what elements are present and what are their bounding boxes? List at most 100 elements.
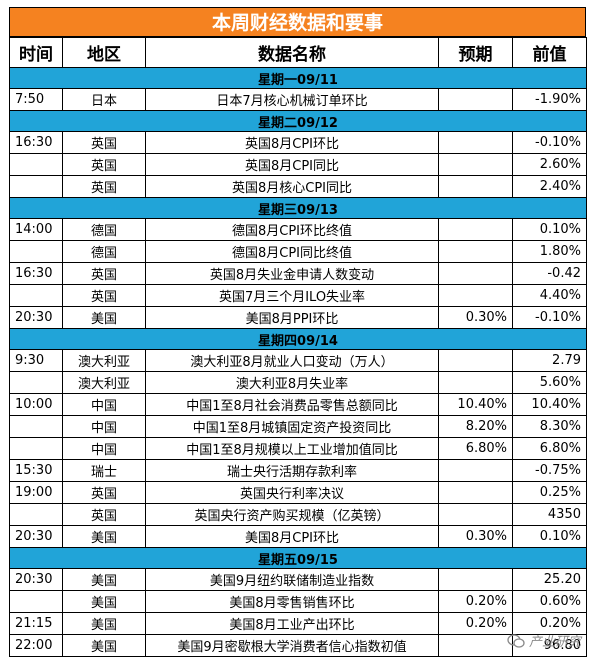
cell-time [9,503,63,526]
cell-region: 美国 [62,568,146,591]
cell-time: 7:50 [9,88,63,111]
cell-name: 英国8月CPI同比 [145,153,439,176]
cell-region: 英国 [62,481,146,504]
table-row: 英国 英国8月核心CPI同比 2.40% [9,175,587,198]
cell-region: 德国 [62,218,146,241]
cell-region: 英国 [62,175,146,198]
cell-region: 英国 [62,131,146,154]
cell-forecast [438,218,513,241]
cell-forecast: 0.30% [438,525,513,548]
table-row: 英国 英国7月三个月ILO失业率 4.40% [9,284,587,307]
cell-forecast [438,240,513,263]
cell-name: 英国7月三个月ILO失业率 [145,284,439,307]
day-header-row: 星期五09/15 [9,547,587,569]
day-header-row: 星期四09/14 [9,328,587,350]
header-row: 时间 地区 数据名称 预期 前值 [9,37,587,68]
cell-name: 澳大利亚8月失业率 [145,371,439,394]
cell-name: 瑞士央行活期存款利率 [145,459,439,482]
cell-previous: 2.79 [512,349,587,372]
table-row: 美国 美国8月零售销售环比 0.20% 0.60% [9,590,587,613]
table-row: 中国 中国1至8月城镇固定资产投资同比 8.20% 8.30% [9,415,587,438]
cell-forecast [438,371,513,394]
cell-forecast [438,262,513,285]
cell-forecast [438,481,513,504]
cell-name: 德国8月CPI环比终值 [145,218,439,241]
cell-forecast: 0.20% [438,590,513,613]
cell-time [9,371,63,394]
cell-time: 21:15 [9,612,63,635]
cell-previous: -0.10% [512,306,587,329]
cell-time: 20:30 [9,306,63,329]
cell-name: 英国央行利率决议 [145,481,439,504]
cell-previous: 6.80% [512,437,587,460]
cell-name: 美国9月密歇根大学消费者信心指数初值 [145,634,439,657]
cell-time: 15:30 [9,459,63,482]
cell-name: 英国8月失业金申请人数变动 [145,262,439,285]
table-row: 英国 英国央行资产购买规模（亿英镑） 4350 [9,503,587,526]
cell-previous: 0.10% [512,525,587,548]
cell-time [9,175,63,198]
cell-forecast: 8.20% [438,415,513,438]
cell-time [9,240,63,263]
cell-time: 19:00 [9,481,63,504]
cell-name: 美国8月PPI环比 [145,306,439,329]
cell-previous: -0.42 [512,262,587,285]
cell-region: 英国 [62,153,146,176]
col-header-region: 地区 [62,37,146,68]
cell-forecast [438,503,513,526]
cell-previous: 8.30% [512,415,587,438]
table-row: 14:00 德国 德国8月CPI环比终值 0.10% [9,218,587,241]
wechat-icon [507,633,525,648]
cell-previous: 25.20 [512,568,587,591]
table-row: 9:30 澳大利亚 澳大利亚8月就业人口变动（万人） 2.79 [9,349,587,372]
cell-region: 瑞士 [62,459,146,482]
cell-time [9,284,63,307]
cell-previous: 4.40% [512,284,587,307]
table-row: 19:00 英国 英国央行利率决议 0.25% [9,481,587,504]
cell-time: 14:00 [9,218,63,241]
table-row: 中国 中国1至8月规模以上工业增加值同比 6.80% 6.80% [9,437,587,460]
day-header: 星期五09/15 [9,547,587,569]
cell-previous: -1.90% [512,88,587,111]
cell-region: 美国 [62,306,146,329]
cell-region: 美国 [62,525,146,548]
cell-name: 美国8月CPI环比 [145,525,439,548]
table-row: 16:30 英国 英国8月失业金申请人数变动 -0.42 [9,262,587,285]
cell-forecast [438,284,513,307]
cell-name: 澳大利亚8月就业人口变动（万人） [145,349,439,372]
cell-forecast: 0.30% [438,306,513,329]
page-title: 本周财经数据和要事 [9,7,586,37]
cell-name: 英国央行资产购买规模（亿英镑） [145,503,439,526]
cell-previous: 5.60% [512,371,587,394]
cell-name: 中国1至8月社会消费品零售总额同比 [145,393,439,416]
table-row: 7:50 日本 日本7月核心机械订单环比 -1.90% [9,88,587,111]
cell-region: 英国 [62,503,146,526]
schedule-table: 时间 地区 数据名称 预期 前值 星期一09/11 7:50 日本 日本7月核心机械订… [9,37,587,657]
cell-previous: 2.60% [512,153,587,176]
cell-time: 16:30 [9,262,63,285]
table-row: 德国 德国8月CPI同比终值 1.80% [9,240,587,263]
cell-region: 美国 [62,612,146,635]
cell-forecast: 10.40% [438,393,513,416]
day-header: 星期二09/12 [9,110,587,132]
cell-previous: 1.80% [512,240,587,263]
col-header-time: 时间 [9,37,63,68]
cell-name: 日本7月核心机械订单环比 [145,88,439,111]
cell-time: 20:30 [9,568,63,591]
cell-previous: 0.10% [512,218,587,241]
cell-name: 英国8月核心CPI同比 [145,175,439,198]
cell-name: 美国9月纽约联储制造业指数 [145,568,439,591]
table-row: 英国 英国8月CPI同比 2.60% [9,153,587,176]
col-header-name: 数据名称 [145,37,439,68]
watermark-text: 产业研究 [528,635,581,650]
cell-forecast: 6.80% [438,437,513,460]
schedule-body: 星期一09/11 7:50 日本 日本7月核心机械订单环比 -1.90% 星期二09/12… [9,67,587,657]
cell-time: 9:30 [9,349,63,372]
day-header-row: 星期三09/13 [9,197,587,219]
table-row: 20:30 美国 美国9月纽约联储制造业指数 25.20 [9,568,587,591]
cell-time [9,437,63,460]
cell-region: 英国 [62,284,146,307]
table-row: 20:30 美国 美国8月CPI环比 0.30% 0.10% [9,525,587,548]
table-row: 22:00 美国 美国9月密歇根大学消费者信心指数初值 96.80 [9,634,587,657]
cell-time [9,415,63,438]
